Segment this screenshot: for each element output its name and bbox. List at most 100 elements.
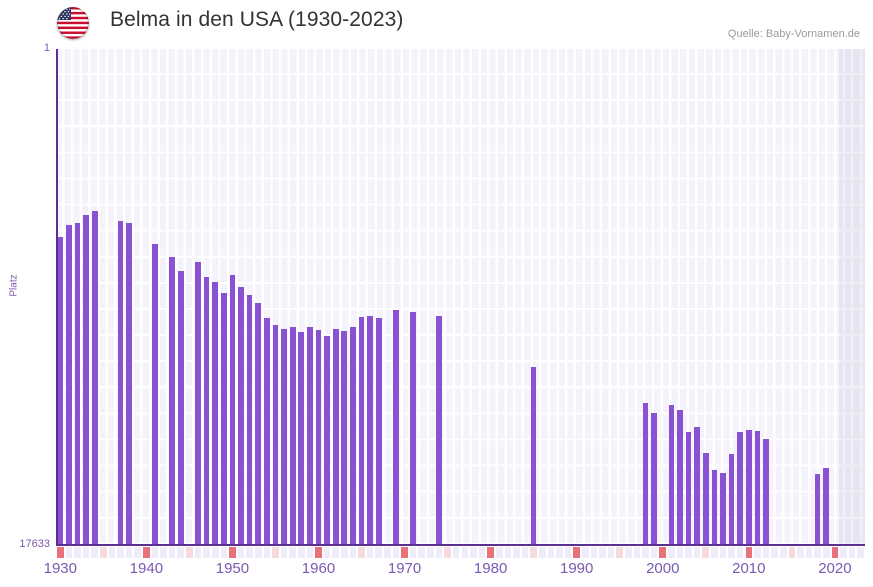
x-tick-cell-1967 bbox=[375, 547, 383, 558]
x-tick-cell-1961 bbox=[323, 547, 331, 558]
x-tick-cell-2006 bbox=[711, 547, 718, 558]
bar-2018 bbox=[814, 474, 821, 545]
bar-2003 bbox=[685, 432, 692, 545]
bar-1938 bbox=[126, 222, 132, 545]
x-axis-label-1930: 1930 bbox=[43, 560, 77, 577]
x-axis-label-2010: 2010 bbox=[732, 560, 766, 577]
x-axis-label-1990: 1990 bbox=[559, 560, 594, 577]
x-tick-cell-1951 bbox=[237, 547, 245, 558]
x-tick-cell-1984 bbox=[521, 547, 529, 558]
bar-1999 bbox=[651, 413, 657, 545]
x-tick-cell-2003 bbox=[685, 547, 692, 558]
y-axis-label-bottom: 17633 bbox=[19, 538, 50, 550]
x-tick-cell-1956 bbox=[280, 547, 288, 558]
bar-1930 bbox=[57, 236, 64, 545]
x-tick-cell-1930 bbox=[57, 547, 64, 558]
bar-1957 bbox=[289, 327, 296, 545]
x-tick-cell-2022 bbox=[848, 547, 856, 558]
x-tick-cell-1962 bbox=[332, 547, 339, 558]
bar-2005 bbox=[702, 452, 709, 545]
bar-1949 bbox=[220, 293, 227, 545]
bar-1965 bbox=[358, 317, 365, 545]
bar-1931 bbox=[66, 225, 72, 545]
x-tick-cell-1980 bbox=[487, 547, 494, 558]
bar-1937 bbox=[117, 221, 124, 545]
x-tick-cell-1934 bbox=[91, 547, 99, 558]
x-tick-cell-1969 bbox=[392, 547, 400, 558]
bar-1948 bbox=[212, 281, 219, 545]
x-tick-cell-1946 bbox=[194, 547, 202, 558]
x-tick-cell-1937 bbox=[117, 547, 124, 558]
x-tick-cell-1971 bbox=[409, 547, 417, 558]
x-tick-cell-1964 bbox=[349, 547, 357, 558]
x-tick-cell-2011 bbox=[754, 547, 761, 558]
bar-1998 bbox=[642, 403, 649, 545]
x-axis-label-1980: 1980 bbox=[473, 560, 508, 577]
x-tick-cell-1943 bbox=[168, 547, 176, 558]
x-tick-cell-2021 bbox=[840, 547, 847, 558]
x-tick-cell-1932 bbox=[74, 547, 81, 558]
x-tick-cell-1933 bbox=[82, 547, 90, 558]
bar-1961 bbox=[324, 335, 330, 545]
x-tick-cell-1993 bbox=[599, 547, 606, 558]
x-tick-cell-1978 bbox=[470, 547, 477, 558]
x-tick-cell-1985 bbox=[530, 547, 537, 558]
x-tick-cell-1988 bbox=[556, 547, 563, 558]
bar-2008 bbox=[728, 454, 735, 545]
x-tick-cell-2004 bbox=[693, 547, 701, 558]
x-tick-cell-1974 bbox=[435, 547, 443, 558]
y-axis-title: Platz bbox=[8, 274, 20, 297]
bar-1971 bbox=[410, 312, 416, 545]
bar-1960 bbox=[315, 330, 322, 545]
bar-2019 bbox=[823, 467, 830, 545]
bar-1958 bbox=[298, 331, 305, 545]
x-tick-cell-1982 bbox=[504, 547, 512, 558]
x-tick-cell-2009 bbox=[736, 547, 744, 558]
x-tick-cell-2016 bbox=[797, 547, 804, 558]
source-attribution: Quelle: Baby-Vornamen.de bbox=[727, 28, 860, 40]
x-tick-cell-1952 bbox=[246, 547, 253, 558]
x-tick-cell-1948 bbox=[211, 547, 219, 558]
bar-2009 bbox=[737, 432, 744, 545]
x-tick-cell-2015 bbox=[788, 547, 796, 558]
bar-2001 bbox=[668, 405, 675, 545]
bar-2010 bbox=[745, 430, 752, 545]
x-tick-cell-1936 bbox=[108, 547, 116, 558]
future-shaded-region bbox=[839, 49, 865, 545]
x-tick-cell-2023 bbox=[857, 547, 864, 558]
x-tick-cell-1941 bbox=[151, 547, 159, 558]
x-tick-cell-1973 bbox=[427, 547, 434, 558]
x-tick-cell-1968 bbox=[384, 547, 391, 558]
x-axis-label-1940: 1940 bbox=[129, 560, 164, 577]
x-tick-cell-1966 bbox=[366, 547, 374, 558]
bar-2007 bbox=[720, 473, 726, 545]
x-tick-cell-1958 bbox=[297, 547, 305, 558]
x-tick-cell-1975 bbox=[444, 547, 451, 558]
x-axis-tick-strip bbox=[56, 547, 865, 558]
x-tick-cell-1994 bbox=[607, 547, 615, 558]
us-flag-icon bbox=[57, 7, 89, 39]
bar-1950 bbox=[229, 275, 236, 545]
bar-1959 bbox=[307, 326, 313, 545]
x-tick-cell-2019 bbox=[822, 547, 830, 558]
x-tick-cell-1940 bbox=[143, 547, 150, 558]
x-axis-label-1950: 1950 bbox=[215, 560, 250, 577]
x-tick-cell-1995 bbox=[616, 547, 623, 558]
bar-1934 bbox=[91, 211, 98, 545]
bar-2011 bbox=[754, 430, 761, 545]
x-tick-cell-1938 bbox=[125, 547, 133, 558]
x-tick-cell-2007 bbox=[719, 547, 727, 558]
x-tick-cell-1987 bbox=[547, 547, 555, 558]
bar-1974 bbox=[436, 316, 442, 545]
bar-1947 bbox=[203, 276, 210, 545]
x-tick-cell-1981 bbox=[495, 547, 503, 558]
bar-1946 bbox=[195, 261, 201, 545]
bar-1952 bbox=[246, 294, 253, 545]
x-tick-cell-1959 bbox=[306, 547, 314, 558]
bar-1962 bbox=[332, 329, 339, 545]
bar-2012 bbox=[763, 439, 769, 545]
x-tick-cell-1949 bbox=[220, 547, 228, 558]
x-tick-cell-1983 bbox=[513, 547, 520, 558]
x-tick-cell-1976 bbox=[452, 547, 460, 558]
x-tick-cell-1986 bbox=[538, 547, 546, 558]
